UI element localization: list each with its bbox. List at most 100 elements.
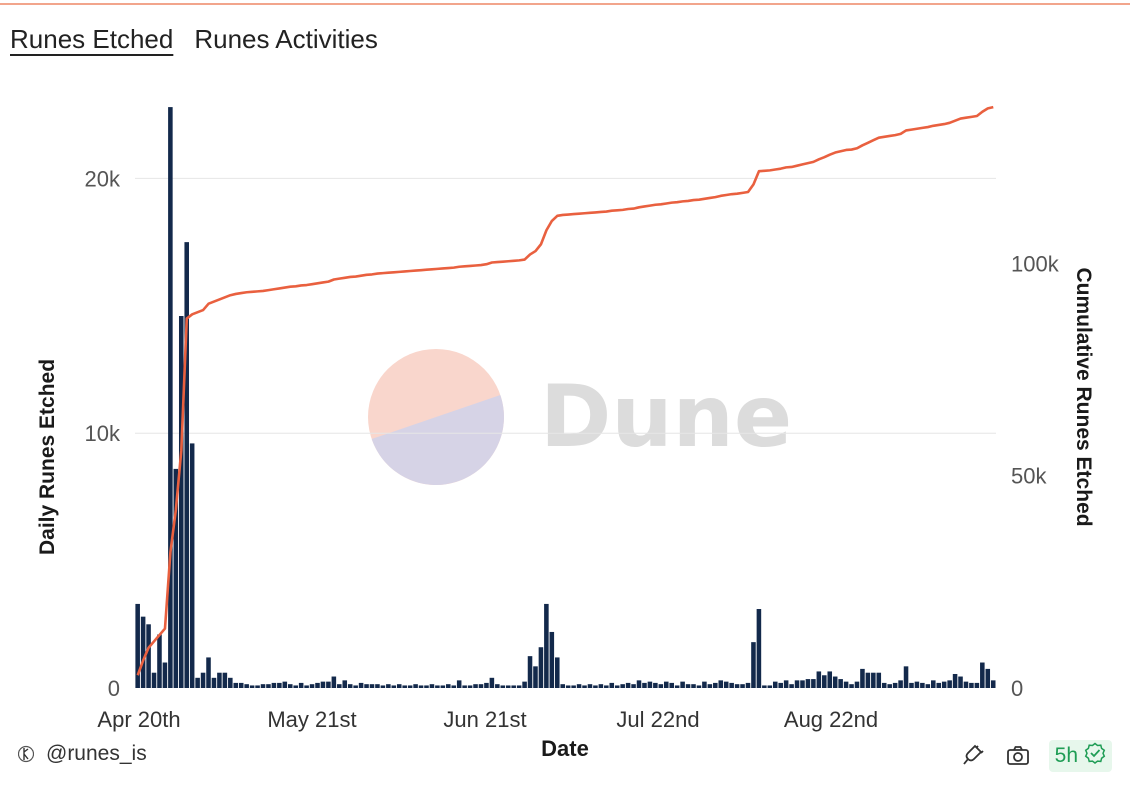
daily-bar xyxy=(990,680,996,688)
daily-bar xyxy=(380,685,386,688)
daily-bar xyxy=(772,681,778,688)
daily-bar xyxy=(827,671,833,688)
y-right-tick-label: 50k xyxy=(1011,464,1047,489)
daily-bar xyxy=(271,682,277,688)
daily-bar xyxy=(238,682,244,688)
daily-bar xyxy=(211,677,217,688)
daily-bar xyxy=(505,685,511,688)
daily-bar xyxy=(162,662,168,688)
cumulative-series-line xyxy=(136,105,994,676)
daily-bar xyxy=(337,684,342,688)
daily-bar xyxy=(740,684,745,688)
chart: Dune 0 10k 20k 0 50k 100k Apr 20th May 21st Jun … xyxy=(36,105,1095,732)
daily-bar xyxy=(952,673,958,688)
daily-bar xyxy=(620,684,625,688)
daily-bar xyxy=(353,685,358,688)
cumulative-line xyxy=(136,105,994,676)
tab-runes-etched[interactable]: Runes Etched xyxy=(10,24,174,54)
daily-bar xyxy=(304,685,309,688)
daily-bar xyxy=(522,681,527,688)
daily-bar xyxy=(914,681,920,688)
daily-bar xyxy=(767,685,773,688)
daily-bar xyxy=(413,684,418,688)
y-left-tick-label: 20k xyxy=(85,166,121,191)
daily-bar xyxy=(555,657,560,688)
daily-bar xyxy=(669,682,674,688)
daily-bar xyxy=(456,680,462,688)
daily-bar xyxy=(538,647,544,688)
daily-bar xyxy=(778,682,783,688)
daily-bar xyxy=(691,684,696,688)
daily-bar xyxy=(386,684,391,688)
daily-bar xyxy=(516,685,522,688)
daily-bar xyxy=(931,680,936,688)
attribution[interactable]: @runes_is xyxy=(17,742,147,766)
chart-footer: @runes_is 5h xyxy=(0,740,1130,772)
daily-bar xyxy=(631,684,636,688)
daily-bar xyxy=(467,685,473,688)
daily-bar xyxy=(723,681,729,688)
daily-bar xyxy=(947,680,952,688)
freshness-label: 5h xyxy=(1054,744,1078,767)
daily-bar xyxy=(887,684,892,688)
daily-bar xyxy=(195,677,200,688)
daily-bar xyxy=(958,676,963,688)
daily-bar xyxy=(892,682,898,688)
daily-bar xyxy=(418,685,424,688)
plug-icon[interactable] xyxy=(961,743,987,769)
daily-bar xyxy=(200,672,206,688)
daily-bar xyxy=(451,685,457,688)
daily-bar xyxy=(266,684,271,688)
daily-bar xyxy=(146,624,151,688)
daily-bar xyxy=(544,603,549,688)
daily-bar xyxy=(484,682,489,688)
daily-bar xyxy=(713,682,718,688)
daily-bar xyxy=(963,681,969,688)
y-left-tick-label: 0 xyxy=(108,676,120,701)
daily-bar xyxy=(587,684,593,688)
camera-icon[interactable] xyxy=(1005,743,1031,769)
daily-bar xyxy=(816,671,822,688)
daily-bar xyxy=(843,681,849,688)
daily-bar xyxy=(838,679,843,688)
daily-bar xyxy=(865,672,871,688)
x-tick-label: May 21st xyxy=(267,707,356,732)
freshness-badge[interactable]: 5h xyxy=(1048,740,1112,772)
daily-bar xyxy=(881,682,887,688)
daily-bar xyxy=(375,684,380,688)
daily-bar xyxy=(446,684,451,688)
x-tick-label: Jul 22nd xyxy=(616,707,699,732)
daily-bar xyxy=(500,685,506,688)
daily-bar xyxy=(614,685,620,688)
daily-bar xyxy=(674,685,680,688)
daily-bar xyxy=(533,666,538,688)
daily-bar xyxy=(298,682,304,688)
daily-bar xyxy=(168,107,173,689)
daily-bar xyxy=(511,685,516,688)
daily-bar xyxy=(320,681,326,688)
daily-bar xyxy=(233,682,239,688)
tab-runes-activities[interactable]: Runes Activities xyxy=(194,24,378,54)
daily-bar xyxy=(309,684,315,688)
top-accent-rule xyxy=(0,3,1130,5)
daily-bar xyxy=(653,682,658,688)
daily-bar xyxy=(871,672,876,688)
daily-bar xyxy=(805,679,811,688)
daily-bar xyxy=(680,681,685,688)
daily-bar xyxy=(925,684,931,688)
daily-bar xyxy=(822,675,827,688)
watermark-lower-half xyxy=(371,394,504,485)
attribution-handle[interactable]: @runes_is xyxy=(46,742,147,765)
daily-bar xyxy=(391,685,397,688)
y-right-axis-title: Cumulative Runes Etched xyxy=(1072,267,1095,526)
daily-bar xyxy=(909,682,914,688)
y-right-tick-label: 0 xyxy=(1011,676,1023,701)
daily-bar xyxy=(462,685,467,688)
daily-bar xyxy=(762,685,767,688)
dune-watermark: Dune xyxy=(368,349,792,485)
x-tick-label: Jun 21st xyxy=(443,707,526,732)
runes-logo-icon xyxy=(17,743,35,765)
daily-bar xyxy=(315,682,320,688)
daily-bar xyxy=(860,668,865,688)
daily-bar xyxy=(560,684,565,688)
